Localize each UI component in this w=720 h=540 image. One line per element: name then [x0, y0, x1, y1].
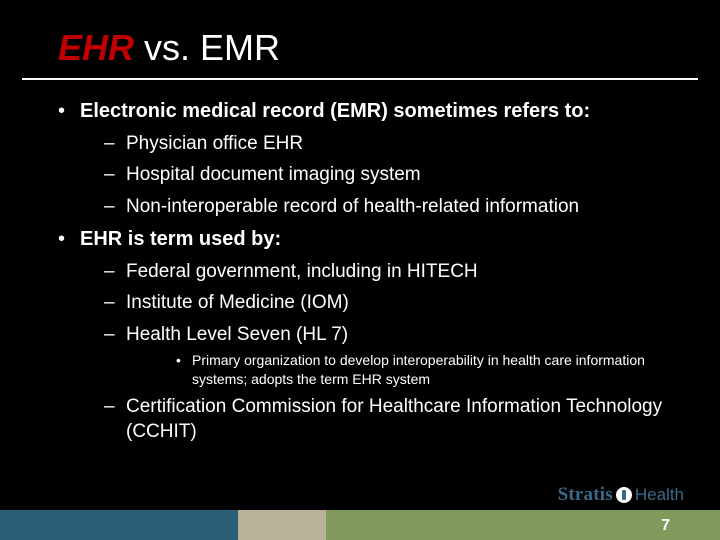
- bullet-item: Electronic medical record (EMR) sometime…: [54, 98, 680, 220]
- sub-bullet-item: Institute of Medicine (IOM): [80, 290, 680, 316]
- footer-color-bar: [0, 510, 720, 540]
- sub-bullet-item: Health Level Seven (HL 7) Primary organi…: [80, 322, 680, 388]
- sub-bullet-item: Non-interoperable record of health-relat…: [80, 194, 680, 220]
- content-area: Electronic medical record (EMR) sometime…: [0, 80, 720, 446]
- footer-band-1: [0, 510, 238, 540]
- title-accent: EHR: [58, 27, 134, 68]
- bullet-text: Certification Commission for Healthcare …: [126, 396, 662, 443]
- stratis-health-logo: Stratis Health: [558, 484, 684, 506]
- sub-list: Physician office EHR Hospital document i…: [80, 131, 680, 220]
- logo-mark-icon: [616, 487, 632, 503]
- sub-bullet-item: Federal government, including in HITECH: [80, 259, 680, 285]
- sub-bullet-item: Physician office EHR: [80, 131, 680, 157]
- bullet-item: EHR is term used by: Federal government,…: [54, 226, 680, 446]
- logo-text-2: Health: [635, 485, 684, 505]
- bullet-text: Hospital document imaging system: [126, 164, 421, 185]
- bullet-text: EHR is term used by:: [80, 228, 281, 250]
- sub-sub-list: Primary organization to develop interope…: [126, 351, 680, 387]
- bullet-text: Electronic medical record (EMR) sometime…: [80, 100, 590, 122]
- bullet-text: Physician office EHR: [126, 133, 303, 154]
- title-container: EHR vs. EMR: [0, 0, 720, 68]
- bullet-text: Health Level Seven (HL 7): [126, 324, 348, 345]
- slide-title: EHR vs. EMR: [58, 28, 720, 68]
- slide: EHR vs. EMR Electronic medical record (E…: [0, 0, 720, 540]
- bullet-text: Non-interoperable record of health-relat…: [126, 196, 579, 217]
- bullet-text: Institute of Medicine (IOM): [126, 292, 349, 313]
- title-rest: vs. EMR: [134, 27, 280, 68]
- sub-sub-bullet-item: Primary organization to develop interope…: [126, 351, 680, 387]
- sub-bullet-item: Certification Commission for Healthcare …: [80, 394, 680, 445]
- page-number: 7: [661, 517, 670, 535]
- sub-list: Federal government, including in HITECH …: [80, 259, 680, 446]
- bullet-text: Primary organization to develop interope…: [192, 352, 645, 386]
- bullet-text: Federal government, including in HITECH: [126, 261, 478, 282]
- logo-text-1: Stratis: [558, 484, 613, 506]
- footer-band-2: [238, 510, 326, 540]
- bullet-list: Electronic medical record (EMR) sometime…: [54, 98, 680, 446]
- sub-bullet-item: Hospital document imaging system: [80, 162, 680, 188]
